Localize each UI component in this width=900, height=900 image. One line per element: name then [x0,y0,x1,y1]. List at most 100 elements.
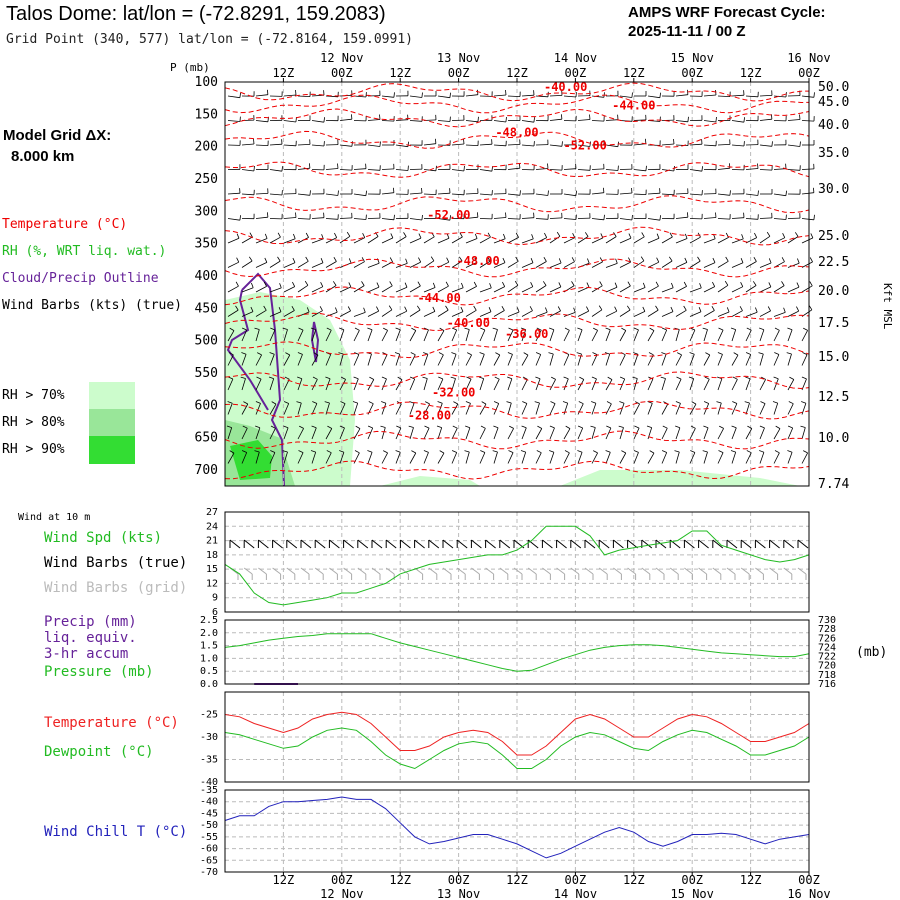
wind-barb-staff [731,238,744,244]
wind-barb-feather [688,376,694,379]
wind-barb-staff [409,452,417,464]
wind-barb-staff [465,378,472,391]
wind-barb-staff [633,119,647,121]
wind-barb-staff [759,403,766,415]
wind-barb-staff [255,193,269,195]
wind-barb-staff [773,168,787,170]
wind-barb-staff [577,403,584,415]
wind-barb-staff [535,168,549,170]
wind-barb-staff [689,452,696,464]
wind-barb-staff [801,285,813,293]
temperature-contour-label: -28.00 [408,409,451,423]
wind-barb-staff [535,402,540,415]
wind-barb-feather [309,163,311,169]
wind-barb-staff [367,452,373,464]
wind-barb-staff [535,452,542,464]
wind-barb-feather [339,425,345,429]
surface-barb-true [272,539,283,549]
temperature-contour-line [224,341,810,359]
wind-barb-feather [787,327,793,331]
wind-barb-feather [449,215,451,221]
wind-barb-staff [619,237,632,244]
wind-barb-feather [492,450,498,453]
wind-barb-staff [465,329,470,342]
wind-barb-feather [248,256,253,262]
wind-barb-feather [746,450,752,454]
pressure-tick-label: 300 [195,204,218,219]
wind-barb-feather [478,376,484,379]
wind-barb-staff [339,353,344,366]
rh-90-shade [230,440,272,480]
wind-barb-feather [731,425,737,429]
wind-barb-staff [591,168,605,170]
wind-barb-staff [409,261,421,268]
wind-chill-tick-label: -70 [200,867,218,878]
wind-barb-staff [619,452,627,464]
wind-barb-staff [339,118,352,121]
wind-barb-feather [529,306,533,311]
wind-barb-staff [759,95,773,97]
wind-barb-staff [773,312,786,317]
wind-barb-feather [787,425,793,429]
wind-barb-feather [388,305,393,311]
wind-barb-feather [438,352,444,356]
wind-barb-feather [631,92,633,98]
wind-barb-feather [305,232,309,238]
wind-barb-feather [564,450,570,454]
wind-barb-staff [297,260,309,268]
wind-barb-feather [671,282,674,288]
wind-barb-feather [813,214,815,220]
wind-barb-staff [241,260,253,268]
wind-barb-feather [460,306,464,312]
model-grid-value: 8.000 km [11,148,75,165]
temperature-contour-label: -32.00 [432,385,475,399]
wind-barb-feather [355,425,361,429]
wind-barb-feather [362,233,366,238]
wind-barb-staff [493,238,506,244]
wind-barb-feather [605,450,611,453]
wind-10m-panel: Wind at 10 m Wind Spd (kts) Wind Barbs (… [18,507,810,618]
wind-barb-feather [530,258,534,263]
wind-barb-staff [549,427,555,440]
wind-barb-feather [495,352,500,356]
wind-barb-feather [226,425,232,428]
wind-barb-feather [786,352,792,355]
pressure-tick-label: 724 [818,642,836,653]
wind-barb-staff [325,261,337,268]
surface-barb-true [456,539,468,549]
wind-barb-staff [759,329,765,342]
wind-barb-feather [418,233,422,239]
wind-barb-feather [229,327,235,331]
wind-barb-feather [747,425,752,429]
wind-barb-feather [726,307,730,313]
height-tick-label: 30.0 [818,182,849,197]
wind-barb-staff [689,260,701,268]
wind-barb-feather [438,376,444,380]
wind-barb-staff [465,286,477,293]
wind-barb-staff [381,403,387,415]
wind-barb-staff [283,262,296,268]
wind-barb-staff [507,284,519,293]
wind-barb-staff [227,192,241,195]
wind-barb-staff [437,330,445,342]
wind-barb-staff [409,95,422,98]
wind-barb-staff [689,143,703,146]
wind-barb-staff [255,329,260,342]
wind-barb-staff [241,354,247,366]
wind-barb-staff [717,218,731,220]
bottom-date-label: 16 Nov [787,887,830,900]
bottom-hour-label: 12Z [623,873,645,887]
wind-barb-feather [407,141,409,147]
wind-barb-feather [326,327,332,331]
wind-barb-staff [339,452,345,464]
wind-barb-staff [717,95,731,97]
wind-barb-feather [255,425,261,429]
bottom-date-label: 12 Nov [320,887,363,900]
wind-barb-feather [335,307,338,313]
wind-barb-staff [563,330,570,342]
wind-barb-feather [729,190,731,196]
wind-barb-staff [605,119,619,121]
wind-barb-feather [669,232,673,238]
wind-barb-staff [241,403,249,415]
wind-barb-feather [293,233,296,239]
